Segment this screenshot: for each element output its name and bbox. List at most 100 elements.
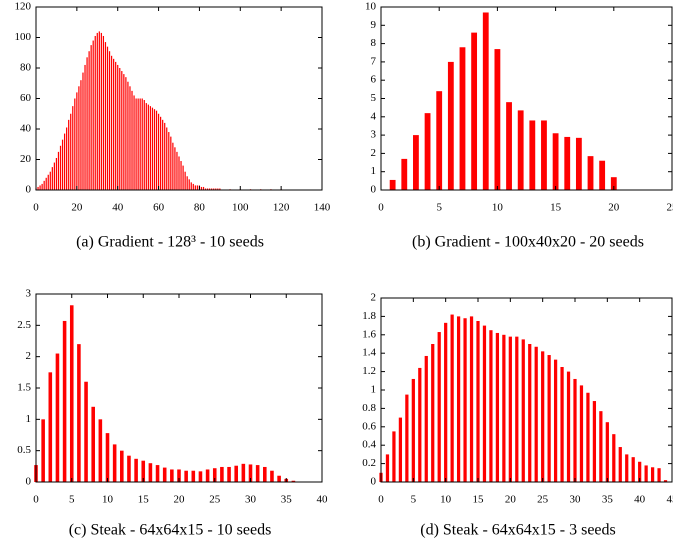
bar bbox=[515, 336, 519, 482]
x-tick-label: 100 bbox=[232, 202, 249, 214]
bar bbox=[119, 68, 121, 190]
x-tick-label: 30 bbox=[570, 494, 582, 506]
bar bbox=[456, 316, 461, 482]
bar bbox=[57, 151, 60, 190]
bar bbox=[155, 110, 158, 190]
bar bbox=[51, 167, 53, 190]
bar bbox=[587, 156, 594, 190]
bar bbox=[618, 447, 622, 482]
y-tick-label: 0.4 bbox=[362, 439, 376, 451]
x-tick-label: 25 bbox=[209, 494, 221, 506]
bar bbox=[104, 42, 107, 191]
bar bbox=[198, 471, 203, 482]
x-tick-label: 25 bbox=[537, 494, 549, 506]
x-tick-label: 30 bbox=[245, 494, 257, 506]
bar bbox=[212, 468, 217, 482]
chart-panel: 0 20 40 60 80 100 120 0 20 40 60 80 100 120 140 (a) Gra… bbox=[15, 1, 331, 251]
bar bbox=[270, 470, 274, 482]
bar bbox=[74, 98, 76, 190]
bar bbox=[127, 455, 131, 482]
bar bbox=[202, 186, 205, 190]
bar bbox=[115, 61, 117, 191]
bar bbox=[196, 185, 198, 190]
bar bbox=[263, 466, 267, 482]
x-tick-label: 25 bbox=[667, 202, 673, 214]
x-tick-label: 15 bbox=[550, 202, 562, 214]
bar bbox=[657, 468, 661, 482]
y-tick-label: 2.5 bbox=[17, 319, 31, 331]
bar bbox=[37, 186, 39, 190]
x-tick-label: 60 bbox=[153, 202, 165, 214]
bar bbox=[63, 133, 66, 190]
bar bbox=[547, 355, 551, 482]
bar bbox=[177, 469, 181, 482]
y-tick-label: 80 bbox=[20, 62, 32, 74]
bar bbox=[248, 464, 253, 482]
x-tick-label: 40 bbox=[112, 202, 124, 214]
bar bbox=[241, 463, 246, 482]
x-tick-label: 0 bbox=[33, 494, 39, 506]
bar bbox=[541, 351, 545, 482]
bar bbox=[566, 371, 571, 482]
bar bbox=[88, 51, 90, 190]
bar bbox=[227, 466, 231, 482]
bar bbox=[184, 470, 188, 482]
bar bbox=[48, 372, 53, 482]
bar bbox=[186, 176, 188, 190]
bar bbox=[190, 182, 192, 190]
bar bbox=[553, 359, 558, 482]
bar bbox=[78, 86, 80, 190]
bar bbox=[168, 132, 170, 190]
bar bbox=[564, 136, 571, 190]
bar bbox=[170, 136, 172, 190]
caption: (b) Gradient - 100x40x20 - 20 seeds bbox=[412, 234, 644, 251]
x-tick-label: 35 bbox=[602, 494, 614, 506]
bar bbox=[84, 64, 86, 190]
bar bbox=[166, 127, 168, 190]
x-tick-label: 20 bbox=[174, 494, 186, 506]
bar bbox=[153, 109, 156, 190]
y-tick-label: 1.4 bbox=[362, 347, 376, 359]
bar bbox=[552, 133, 559, 190]
bar bbox=[215, 188, 217, 190]
bar bbox=[418, 367, 422, 482]
y-tick-label: 8 bbox=[371, 37, 377, 49]
bar bbox=[541, 120, 547, 190]
bar bbox=[211, 188, 213, 190]
bar bbox=[94, 35, 96, 190]
y-tick-label: 3 bbox=[371, 129, 377, 141]
bar bbox=[131, 90, 133, 190]
x-tick-label: 15 bbox=[473, 494, 485, 506]
bar bbox=[143, 100, 145, 190]
bar bbox=[495, 332, 500, 482]
bar bbox=[194, 185, 196, 190]
bar bbox=[506, 102, 512, 190]
bar bbox=[102, 35, 105, 190]
bar bbox=[482, 12, 489, 190]
bar bbox=[463, 318, 467, 482]
bar bbox=[98, 419, 103, 482]
bar bbox=[129, 86, 131, 190]
bar bbox=[482, 325, 487, 482]
bar bbox=[55, 157, 58, 190]
bar bbox=[155, 465, 160, 482]
bar bbox=[204, 188, 207, 190]
bar bbox=[55, 353, 60, 482]
bar bbox=[437, 332, 441, 482]
caption: (d) Steak - 64x64x15 - 3 seeds bbox=[420, 522, 616, 539]
bar bbox=[638, 461, 642, 482]
y-tick-label: 0 bbox=[26, 184, 32, 196]
bar bbox=[162, 119, 164, 190]
x-tick-label: 10 bbox=[102, 494, 114, 506]
bar bbox=[100, 32, 102, 190]
bar bbox=[447, 61, 454, 191]
bar bbox=[521, 339, 525, 482]
bar bbox=[70, 113, 72, 190]
y-tick-label: 1.5 bbox=[17, 382, 31, 394]
bar bbox=[184, 171, 186, 190]
bar bbox=[219, 188, 221, 190]
bar bbox=[188, 179, 190, 190]
y-tick-label: 0 bbox=[371, 476, 377, 488]
bar bbox=[534, 346, 538, 482]
